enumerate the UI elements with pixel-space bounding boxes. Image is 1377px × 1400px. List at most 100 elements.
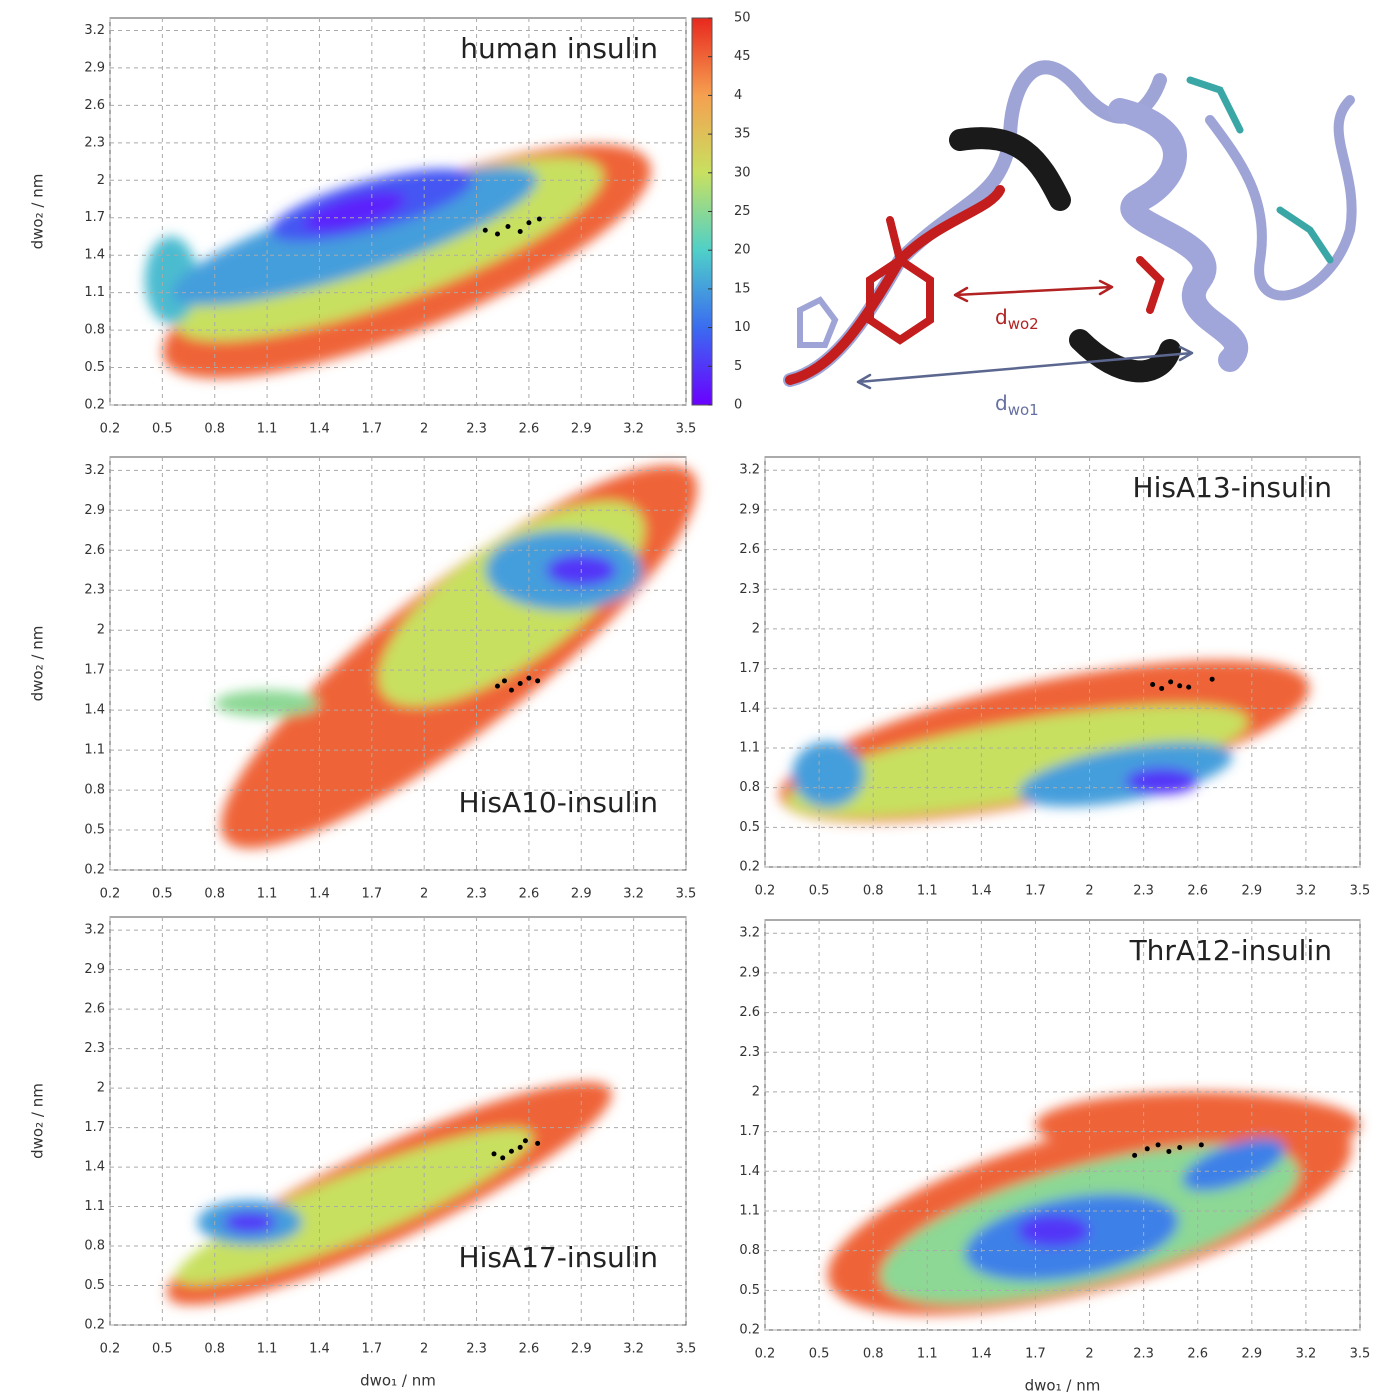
structure-point [501,678,507,684]
panel-title: HisA17-insulin [459,1241,658,1274]
x-tick-label: 2.6 [519,887,540,902]
structure-point [1186,684,1192,690]
y-tick-label: 0.8 [739,1243,760,1258]
y-tick-label: 2.3 [84,1041,105,1056]
x-tick-label: 2 [1085,1347,1093,1362]
y-tick-label: 2 [97,173,105,188]
x-tick-label: 1.4 [309,887,330,902]
x-axis-label: dwo₁ / nm [1025,1377,1101,1395]
y-tick-label: 0.8 [84,783,105,798]
structure-point [1144,1146,1150,1152]
y-tick-label: 2.6 [739,542,760,557]
y-tick-label: 1.7 [739,1124,760,1139]
x-tick-label: 2.9 [1241,1347,1262,1362]
y-tick-label: 3.2 [84,23,105,38]
structure-point [517,228,523,234]
colorbar-tick-label: 10 [734,320,751,335]
dwo1-sub: wo1 [1008,401,1039,419]
x-tick-label: 2.9 [1241,884,1262,899]
energy-surface [214,465,698,849]
y-tick-label: 2.3 [84,135,105,150]
x-tick-label: 3.5 [676,422,697,437]
x-tick-label: 0.8 [204,422,225,437]
x-tick-label: 0.8 [863,884,884,899]
x-tick-label: 0.5 [809,1347,830,1362]
x-tick-label: 0.2 [755,884,776,899]
structure-point [1198,1142,1204,1148]
energy-region [1017,1214,1090,1247]
colorbar-tick-label: 20 [734,243,751,258]
x-tick-label: 2.3 [466,887,487,902]
x-tick-label: 2 [420,887,428,902]
x-tick-label: 1.1 [917,884,938,899]
x-tick-label: 1.1 [257,422,278,437]
panel-title: HisA13-insulin [1133,471,1332,504]
y-tick-label: 1.1 [84,743,105,758]
dwo2-main: d [995,305,1008,329]
dwo2-sub: wo2 [1008,315,1039,333]
energy-surface [779,660,1310,823]
x-tick-label: 0.5 [809,884,830,899]
y-tick-label: 2.6 [84,543,105,558]
structure-point [482,227,488,233]
energy-region [792,741,865,808]
x-tick-label: 1.1 [257,1342,278,1357]
structure-point [500,1155,506,1161]
x-tick-label: 1.1 [257,887,278,902]
y-tick-label: 0.8 [84,323,105,338]
x-tick-label: 0.5 [152,887,173,902]
structure-point [491,1151,497,1157]
x-tick-label: 0.8 [863,1347,884,1362]
molecule-illustration [783,60,1357,390]
y-tick-label: 1.4 [739,1164,760,1179]
y-tick-label: 0.8 [84,1239,105,1254]
structure-point [1159,685,1165,691]
y-tick-label: 2 [752,1084,760,1099]
structure-point [1150,681,1156,687]
energy-region [223,1211,276,1233]
x-tick-label: 1.7 [361,887,382,902]
y-tick-label: 0.8 [739,780,760,795]
y-tick-label: 1.4 [84,1160,105,1175]
y-tick-label: 2.6 [739,1005,760,1020]
structure-point [535,1140,541,1146]
structure-point [535,678,541,684]
x-tick-label: 0.2 [755,1347,776,1362]
x-tick-label: 2.6 [519,422,540,437]
y-axis-label: dwo₂ / nm [29,1083,47,1159]
y-tick-label: 1.4 [84,703,105,718]
x-tick-label: 2 [420,1342,428,1357]
x-tick-label: 1.7 [361,422,382,437]
x-tick-label: 1.7 [1025,1347,1046,1362]
x-tick-label: 2.3 [1133,1347,1154,1362]
energy-region [1182,1138,1286,1191]
energy-region [214,690,320,717]
colorbar-tick-label: 35 [734,127,751,142]
x-tick-label: 2.6 [1187,884,1208,899]
y-tick-label: 1.1 [84,285,105,300]
structure-point [536,216,542,222]
y-tick-label: 2.3 [84,583,105,598]
x-tick-label: 3.5 [1350,884,1371,899]
energy-region [1125,767,1198,795]
x-tick-label: 1.4 [309,1342,330,1357]
energy-region [786,704,1249,818]
x-tick-label: 2 [1085,884,1093,899]
y-axis-label: dwo₂ / nm [29,626,47,702]
structure-point [1177,683,1183,689]
x-tick-label: 2.9 [571,887,592,902]
y-tick-label: 2.9 [84,60,105,75]
y-tick-label: 0.5 [84,823,105,838]
panel-title: human insulin [460,32,658,65]
structure-point [517,1144,523,1150]
y-tick-label: 2 [97,1081,105,1096]
x-tick-label: 3.5 [676,1342,697,1357]
x-tick-label: 3.2 [623,887,644,902]
panel: 0.2 0.5 0.8 1.1 1.4 1.7 2 2.3 2.6 2.9 3.2 3.5 0.2 0.5… [29,916,697,1390]
panel: 0.2 0.5 0.8 1.1 1.4 1.7 2 2.3 2.6 2.9 3.2 3.5 0.2 0.5… [739,456,1371,899]
colorbar-tick-label: 5 [734,359,742,374]
x-axis-label: dwo₁ / nm [360,1372,436,1390]
x-tick-label: 1.7 [361,1342,382,1357]
x-tick-label: 2 [420,422,428,437]
